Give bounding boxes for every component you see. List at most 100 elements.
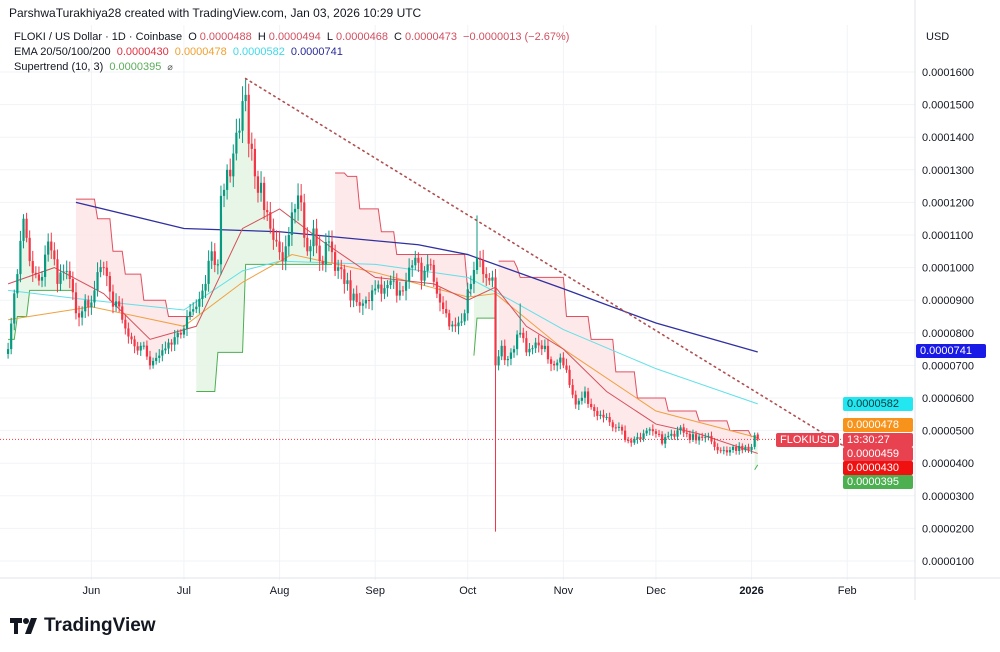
- candle: [408, 258, 411, 289]
- ema-legend-row[interactable]: EMA 20/50/100/200 0.0000430 0.0000478 0.…: [14, 45, 572, 60]
- candle: [654, 428, 658, 438]
- candle-body: [259, 182, 263, 193]
- chart-legend: FLOKI / US Dollar · 1D · Coinbase O 0.000…: [14, 30, 572, 75]
- candle: [355, 285, 358, 307]
- candle-body: [457, 322, 460, 327]
- candle: [398, 281, 401, 301]
- candle: [306, 227, 309, 256]
- candle: [263, 176, 266, 220]
- candle: [6, 342, 10, 359]
- ema50-value: 0.0000478: [174, 46, 227, 58]
- candle-body: [491, 277, 494, 281]
- candle: [420, 257, 423, 290]
- candle-body: [296, 195, 300, 209]
- candle: [630, 437, 633, 447]
- candle-body: [284, 246, 287, 262]
- candle-body: [25, 218, 28, 238]
- candle: [247, 83, 250, 158]
- candle-body: [374, 288, 377, 291]
- candle: [337, 259, 340, 279]
- ema200-line: [75, 201, 758, 353]
- candle-body: [19, 240, 22, 275]
- candle-body: [192, 309, 195, 312]
- candle: [139, 342, 142, 356]
- supertrend-legend-row[interactable]: Supertrend (10, 3) 0.0000395 ⌀: [14, 60, 572, 75]
- candle-body: [346, 280, 349, 284]
- candle: [401, 285, 405, 296]
- candle-body: [65, 270, 68, 272]
- candle: [642, 429, 645, 442]
- candle-body: [636, 437, 639, 439]
- candle: [201, 283, 204, 307]
- candle: [608, 412, 611, 426]
- candle: [272, 218, 275, 250]
- candle-body: [195, 306, 198, 310]
- candle: [500, 340, 503, 361]
- candle: [482, 249, 485, 283]
- candle: [682, 423, 685, 438]
- trendline: [244, 77, 892, 476]
- candle-body: [627, 440, 630, 442]
- eye-off-icon[interactable]: ⌀: [167, 62, 173, 72]
- symbol-legend-row[interactable]: FLOKI / US Dollar · 1D · Coinbase O 0.000…: [14, 30, 572, 45]
- candle: [423, 266, 426, 286]
- candle-body: [278, 241, 281, 253]
- candle-body: [630, 440, 633, 443]
- candle: [303, 193, 306, 248]
- candle-body: [522, 332, 525, 339]
- candle-body: [167, 342, 170, 349]
- candle-body: [290, 212, 294, 235]
- candle: [389, 275, 392, 290]
- candle-body: [691, 434, 695, 440]
- candle: [207, 250, 210, 292]
- candle: [546, 338, 550, 364]
- candle: [232, 144, 235, 188]
- candle-body: [176, 332, 179, 338]
- candle: [537, 334, 540, 353]
- candle-body: [679, 427, 682, 431]
- candle: [676, 426, 679, 441]
- candle-body: [435, 281, 438, 294]
- candle-body: [586, 391, 590, 404]
- candle-body: [432, 264, 435, 282]
- candle-body: [333, 252, 337, 271]
- candle-body: [590, 403, 593, 408]
- candle: [657, 429, 661, 437]
- candle: [53, 242, 56, 266]
- candle-body: [142, 345, 145, 347]
- candle: [56, 249, 59, 293]
- supertrend-price-tag: 0.0000395: [843, 475, 913, 489]
- candle-body: [281, 252, 284, 262]
- candle-body: [725, 450, 728, 453]
- candle: [278, 230, 281, 260]
- candle: [404, 272, 408, 301]
- candle: [145, 340, 149, 360]
- candle: [590, 398, 593, 410]
- candle: [210, 241, 213, 269]
- candle-body: [102, 267, 105, 269]
- time-axis-label: Aug: [270, 585, 290, 597]
- candle: [673, 430, 676, 440]
- candle: [269, 201, 272, 234]
- candle-body: [704, 437, 707, 439]
- candle-body: [429, 264, 432, 266]
- tradingview-logo[interactable]: TradingView: [10, 615, 156, 637]
- candle: [525, 330, 528, 356]
- candle: [213, 243, 216, 273]
- candle: [441, 296, 445, 315]
- candle-body: [386, 284, 389, 289]
- time-axis-label: Feb: [838, 585, 857, 597]
- candle-body: [741, 445, 744, 451]
- candle-body: [93, 290, 96, 303]
- candle-body: [207, 260, 210, 284]
- candle: [222, 183, 226, 208]
- candle: [704, 433, 707, 443]
- candle-body: [404, 281, 408, 291]
- candle-body: [503, 345, 506, 361]
- candle: [293, 203, 297, 224]
- ohlc-open: O 0.0000488: [188, 31, 252, 43]
- candle: [750, 443, 753, 454]
- candle-body: [253, 148, 256, 177]
- candle-body: [577, 400, 580, 405]
